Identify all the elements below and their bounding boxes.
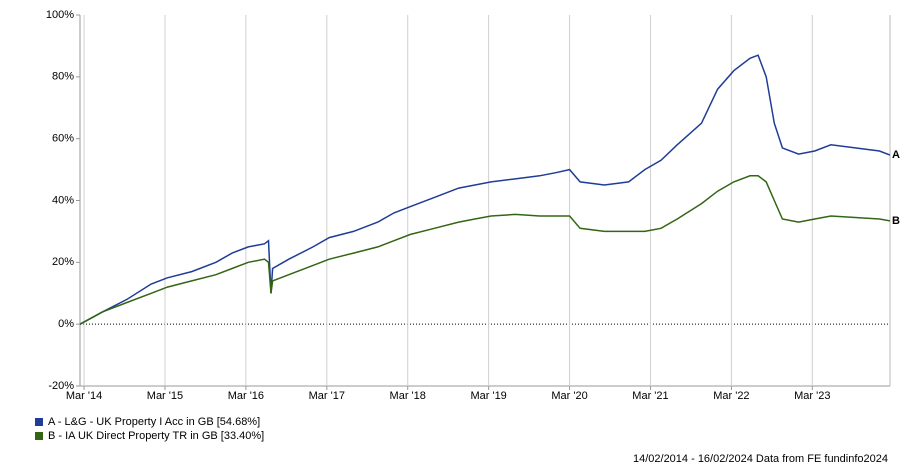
x-tick-label: Mar '23 (794, 390, 830, 402)
legend-label: A - L&G - UK Property I Acc in GB [54.68… (48, 416, 260, 428)
y-tick-label: 20% (52, 256, 74, 268)
y-tick-label: 40% (52, 194, 74, 206)
x-tick-label: Mar '16 (228, 390, 264, 402)
x-tick-label: Mar '22 (713, 390, 749, 402)
y-tick-label: -20% (48, 380, 74, 392)
series-line (79, 175, 891, 325)
x-tick-label: Mar '17 (309, 390, 345, 402)
legend-swatch (35, 418, 43, 426)
x-tick-label: Mar '14 (66, 390, 102, 402)
x-tick-label: Mar '20 (551, 390, 587, 402)
legend-label: B - IA UK Direct Property TR in GB [33.4… (48, 430, 264, 442)
y-tick-label: 100% (46, 9, 74, 21)
x-tick-label: Mar '21 (632, 390, 668, 402)
end-label: B (892, 215, 900, 227)
y-tick-label: 80% (52, 71, 74, 83)
y-tick-label: 60% (52, 133, 74, 145)
y-tick-label: 0% (58, 318, 74, 330)
x-tick-label: Mar '15 (147, 390, 183, 402)
end-label: A (892, 149, 900, 161)
legend-swatch (35, 432, 43, 440)
source-note: 14/02/2014 - 16/02/2024 Data from FE fun… (633, 453, 888, 465)
x-tick-label: Mar '18 (390, 390, 426, 402)
series-line (79, 54, 891, 325)
x-tick-label: Mar '19 (470, 390, 506, 402)
